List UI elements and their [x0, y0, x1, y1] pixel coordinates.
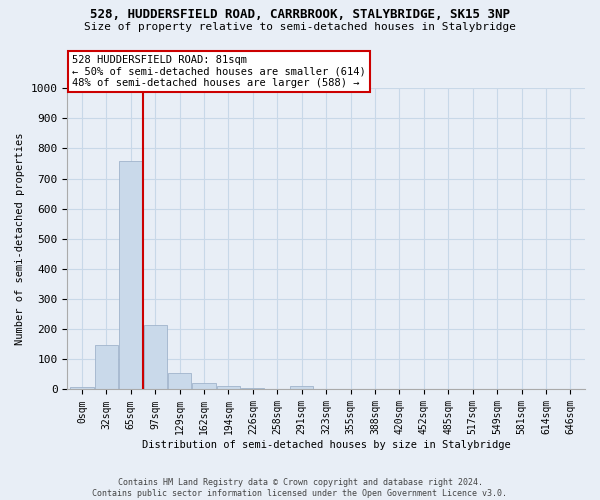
- Bar: [168, 373, 191, 390]
- Text: Size of property relative to semi-detached houses in Stalybridge: Size of property relative to semi-detach…: [84, 22, 516, 32]
- Y-axis label: Number of semi-detached properties: Number of semi-detached properties: [15, 132, 25, 345]
- Bar: [95, 345, 118, 390]
- Bar: [119, 160, 142, 390]
- Bar: [217, 386, 240, 390]
- Bar: [290, 386, 313, 390]
- Bar: [143, 324, 167, 390]
- Text: Contains HM Land Registry data © Crown copyright and database right 2024.
Contai: Contains HM Land Registry data © Crown c…: [92, 478, 508, 498]
- Bar: [241, 388, 265, 390]
- Text: 528, HUDDERSFIELD ROAD, CARRBROOK, STALYBRIDGE, SK15 3NP: 528, HUDDERSFIELD ROAD, CARRBROOK, STALY…: [90, 8, 510, 20]
- Bar: [193, 383, 215, 390]
- Bar: [70, 388, 94, 390]
- Text: 528 HUDDERSFIELD ROAD: 81sqm
← 50% of semi-detached houses are smaller (614)
48%: 528 HUDDERSFIELD ROAD: 81sqm ← 50% of se…: [73, 55, 366, 88]
- X-axis label: Distribution of semi-detached houses by size in Stalybridge: Distribution of semi-detached houses by …: [142, 440, 511, 450]
